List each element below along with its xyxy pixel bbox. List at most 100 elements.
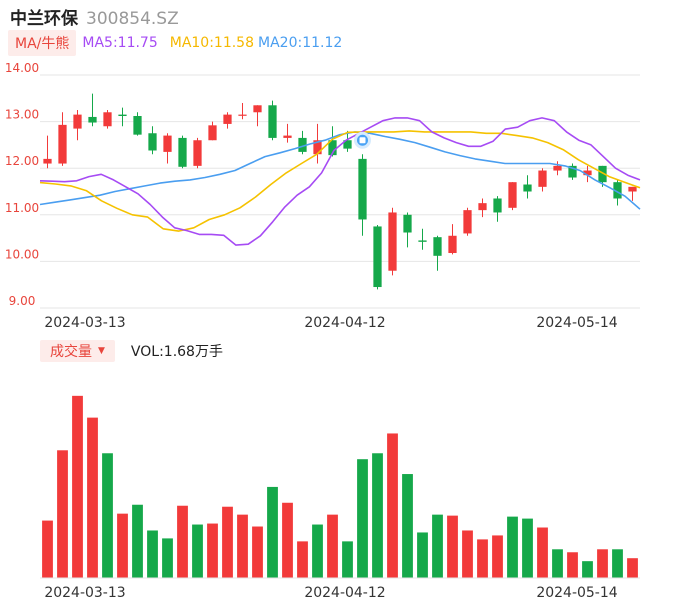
candle-body [388,212,397,271]
ma10-line [39,130,641,232]
volume-bar [447,515,458,578]
volume-bar [87,417,98,578]
candle-body [88,116,97,123]
volume-bar [492,535,503,578]
candle-body [538,170,547,187]
candle-body [433,237,442,256]
candle-body [418,240,427,242]
dropdown-caret-icon: ▼ [98,346,105,356]
volume-bar [582,561,593,578]
candle-body [193,140,202,166]
ma5-readout: MA5:11.75 [82,35,158,51]
volume-bar [102,453,113,578]
candle-body [613,182,622,199]
candle-body [148,133,157,151]
price-tick-label: 14.00 [5,61,39,75]
volume-bar [402,474,413,578]
candle-body [283,135,292,138]
volume-bar [627,558,638,578]
candle-body [178,137,187,167]
candle-body [133,116,142,135]
volume-bar [522,518,533,578]
candle-body [208,125,217,141]
volume-bar [177,505,188,578]
event-marker-glyph [359,137,366,144]
volume-bar [507,516,518,578]
volume-indicator-selector[interactable]: 成交量 ▼ [40,340,115,362]
stock-code: 300854.SZ [86,9,179,29]
volume-bar [327,514,338,578]
candle-body [628,186,637,192]
candle-body [343,140,352,149]
candle-body [298,137,307,152]
candle-body [268,105,277,138]
date-tick-label: 2024-04-12 [304,585,385,601]
stock-name: 中兰环保 [10,9,78,29]
price-tick-label: 10.00 [5,247,39,261]
stock-header: 中兰环保 300854.SZ [10,4,179,29]
volume-bar [42,520,53,578]
ma-indicator-selector[interactable]: MA/牛熊 [8,30,77,56]
volume-bar [567,552,578,578]
volume-bar [192,524,203,578]
volume-bar [312,524,323,578]
price-tick-label: 12.00 [5,154,39,168]
volume-legend: 成交量 ▼ VOL:1.68万手 [40,340,223,362]
candle-body [73,114,82,129]
candle-body [583,170,592,176]
volume-bar [252,526,263,578]
date-tick-label: 2024-03-13 [44,315,125,331]
volume-bar [132,504,143,578]
candle-body [103,112,112,127]
ma10-readout: MA10:11.58 [169,35,255,51]
volume-readout: VOL:1.68万手 [130,344,223,360]
candle-body [463,210,472,234]
candle-body [598,165,607,183]
volume-bar [297,541,308,578]
date-tick-label: 2024-03-13 [44,585,125,601]
volume-bar [72,395,83,578]
date-tick-label: 2024-05-14 [536,585,617,601]
volume-bar [597,549,608,578]
ma20-readout: MA20:11.12 [258,35,343,51]
ma20-line [39,131,641,210]
candle-body [313,140,322,155]
candle-body [478,203,487,211]
volume-bar [207,523,218,578]
volume-bar [117,513,128,578]
candle-body [493,198,502,213]
volume-bar [477,539,488,578]
price-tick-label: 9.00 [9,294,36,308]
candle-body [508,182,517,208]
ma-legend: MA/牛熊 MA5:11.75 MA10:11.58 MA20:11.12 [8,30,342,56]
candle-body [223,114,232,124]
ma5-line [39,117,641,246]
volume-bar [282,502,293,578]
candle-body [358,158,367,220]
volume-bar [552,549,563,578]
volume-bar [57,450,68,578]
candle-body [523,184,532,192]
volume-bar [372,453,383,578]
volume-tag-label: 成交量 [50,344,92,360]
candle-body [238,114,247,116]
volume-bar [612,549,623,578]
price-tick-label: 13.00 [5,108,39,122]
volume-bar [222,506,233,578]
candle-body [448,235,457,254]
volume-bar [462,530,473,578]
volume-bar [432,514,443,578]
candle-body [118,114,127,117]
volume-bar [267,486,278,578]
volume-bar [417,532,428,578]
date-tick-label: 2024-05-14 [536,315,617,331]
candle-body [568,165,577,178]
volume-bar [147,530,158,578]
candle-body [373,226,382,288]
volume-bar [387,433,398,578]
candle-body [58,124,67,164]
volume-bar [237,514,248,578]
candle-body [403,214,412,233]
price-tick-label: 11.00 [5,201,39,215]
